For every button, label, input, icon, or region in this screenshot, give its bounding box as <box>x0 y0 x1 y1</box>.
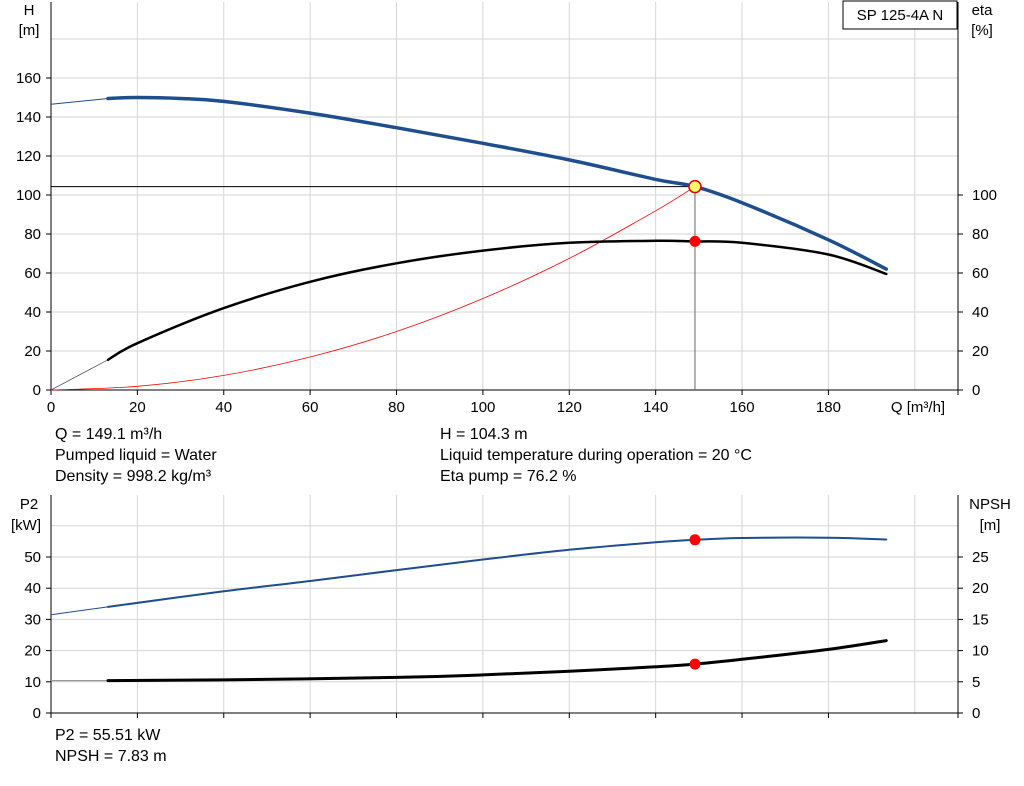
p2-duty-point-marker <box>689 534 701 546</box>
bottom-plot-area <box>51 495 958 713</box>
eta-tick-label: 80 <box>972 226 989 243</box>
h-tick-label: 120 <box>16 148 41 165</box>
pump-name: SP 125-4A N <box>857 7 943 24</box>
q-axis-title: Q [m³/h] <box>891 399 945 416</box>
info-npsh: NPSH = 7.83 m <box>55 748 167 765</box>
eta-tick-label: 60 <box>972 265 989 282</box>
q-tick-label: 160 <box>730 399 755 416</box>
info-eta-pump: Eta pump = 76.2 % <box>440 468 577 485</box>
p2-curve-extension <box>50 606 109 616</box>
q-tick-label: 120 <box>557 399 582 416</box>
p2-tick-label: 10 <box>24 674 41 691</box>
pump-name-box <box>842 0 958 30</box>
eta-curve-line <box>106 239 888 362</box>
h-tick-label: 20 <box>24 343 41 360</box>
npsh-duty-point-marker <box>689 658 701 670</box>
h-tick-label: 60 <box>24 265 41 282</box>
eta-duty-point-marker <box>689 235 701 247</box>
p2-tick-label: 50 <box>24 549 41 566</box>
p2-axis-title: P2 <box>20 496 38 513</box>
eta-tick-label: 0 <box>972 382 980 399</box>
h-duty-point-marker <box>688 179 702 194</box>
npsh-tick-label: 25 <box>972 549 989 566</box>
q-tick-label: 20 <box>129 399 146 416</box>
h-axis-unit: [m] <box>19 22 40 39</box>
npsh-tick-label: 0 <box>972 705 980 722</box>
npsh-axis-unit: [m] <box>980 517 1001 534</box>
npsh-tick-label: 10 <box>972 643 989 660</box>
h-tick-label: 140 <box>16 109 41 126</box>
p2-curve-line <box>107 536 888 608</box>
h-tick-label: 0 <box>33 382 41 399</box>
npsh-axis-title: NPSH <box>969 496 1011 513</box>
p2-tick-label: 40 <box>24 580 41 597</box>
npsh-tick-label: 15 <box>972 611 989 628</box>
h-axis-title: H <box>24 2 35 19</box>
info-liquid-temperature: Liquid temperature during operation = 20… <box>440 447 752 464</box>
h-curve-line <box>106 95 889 271</box>
q-tick-label: 180 <box>816 399 841 416</box>
npsh-curve-line <box>106 639 888 683</box>
p2-tick-label: 20 <box>24 643 41 660</box>
eta-tick-label: 100 <box>972 187 997 204</box>
top-plot-area <box>51 2 958 390</box>
p2-tick-label: 0 <box>33 705 41 722</box>
q-tick-label: 40 <box>215 399 232 416</box>
q-tick-label: 60 <box>302 399 319 416</box>
q-tick-label: 100 <box>470 399 495 416</box>
info-q: Q = 149.1 m³/h <box>55 426 163 443</box>
p2-axis-unit: [kW] <box>11 517 41 534</box>
info-density: Density = 998.2 kg/m³ <box>55 468 212 485</box>
eta-tick-label: 40 <box>972 304 989 321</box>
info-pumped-liquid: Pumped liquid = Water <box>55 447 217 464</box>
npsh-tick-label: 20 <box>972 580 989 597</box>
p2-tick-label: 30 <box>24 611 41 628</box>
q-tick-label: 80 <box>388 399 405 416</box>
q-tick-label: 140 <box>643 399 668 416</box>
npsh-tick-label: 5 <box>972 674 980 691</box>
h-curve-extension <box>50 98 109 105</box>
info-h: H = 104.3 m <box>440 426 528 443</box>
q-tick-label: 0 <box>47 399 55 416</box>
system-curve-line <box>50 186 696 391</box>
eta-tick-label: 20 <box>972 343 989 360</box>
h-tick-label: 80 <box>24 226 41 243</box>
eta-axis-title: eta <box>972 2 994 19</box>
h-tick-label: 100 <box>16 187 41 204</box>
eta-curve-extension <box>50 359 109 391</box>
h-tick-label: 160 <box>16 70 41 87</box>
eta-axis-unit: [%] <box>971 22 993 39</box>
info-p2: P2 = 55.51 kW <box>55 727 161 744</box>
h-tick-label: 40 <box>24 304 41 321</box>
